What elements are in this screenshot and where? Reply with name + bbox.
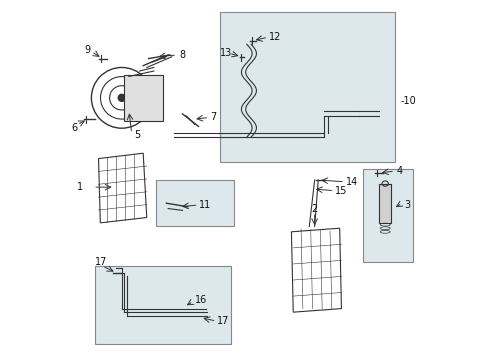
Text: 3: 3 (404, 200, 410, 210)
Text: 11: 11 (199, 200, 212, 210)
Text: 9: 9 (84, 45, 90, 55)
Text: 5: 5 (134, 130, 141, 140)
Text: 6: 6 (72, 123, 78, 133)
FancyBboxPatch shape (156, 180, 234, 226)
Text: 12: 12 (270, 32, 282, 42)
Text: 17: 17 (95, 257, 107, 267)
Text: 15: 15 (335, 186, 347, 196)
FancyBboxPatch shape (123, 75, 163, 121)
Text: 4: 4 (396, 166, 402, 176)
Text: 14: 14 (346, 177, 358, 187)
Circle shape (118, 94, 125, 102)
FancyBboxPatch shape (379, 184, 392, 223)
Text: 8: 8 (179, 50, 185, 60)
Text: -10: -10 (400, 96, 416, 107)
Text: 2: 2 (311, 203, 318, 213)
FancyBboxPatch shape (220, 12, 395, 162)
FancyBboxPatch shape (95, 266, 231, 344)
Text: 13: 13 (220, 48, 232, 58)
Text: 16: 16 (195, 295, 207, 305)
Text: 1: 1 (77, 182, 83, 192)
FancyBboxPatch shape (363, 169, 413, 262)
Text: 17: 17 (217, 316, 229, 326)
Text: 7: 7 (210, 112, 217, 122)
